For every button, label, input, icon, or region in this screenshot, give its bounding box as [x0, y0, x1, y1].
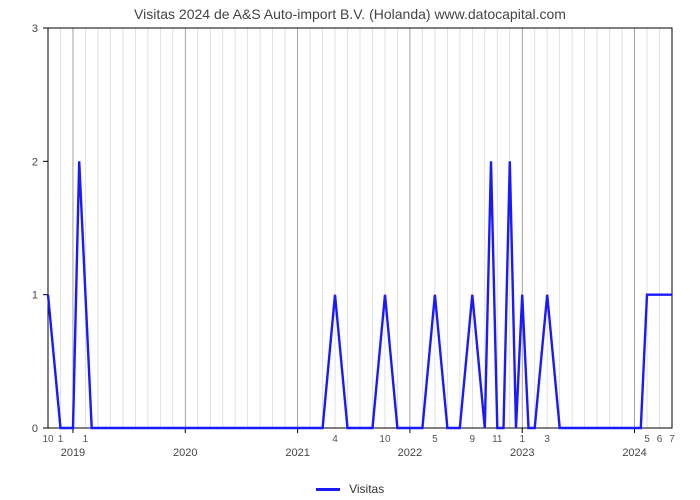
x-extra-label: 10 [42, 434, 54, 445]
x-extra-label: 9 [470, 434, 476, 445]
chart-legend: Visitas [0, 482, 700, 496]
x-extra-label: 4 [332, 434, 338, 445]
x-tick-label: 2021 [285, 447, 309, 459]
x-tick-label: 2020 [173, 447, 197, 459]
y-tick-label: 1 [32, 290, 38, 302]
x-tick-label: 2022 [398, 447, 422, 459]
x-extra-label: 11 [492, 434, 503, 445]
y-tick-label: 3 [32, 23, 38, 35]
x-extra-label: 7 [669, 434, 675, 445]
x-extra-label: 1 [519, 434, 525, 445]
legend-label: Visitas [349, 482, 384, 496]
x-extra-label: 5 [644, 434, 650, 445]
y-tick-label: 2 [32, 156, 38, 168]
x-tick-label: 2024 [622, 447, 646, 459]
y-tick-label: 0 [32, 423, 38, 435]
chart-container: Visitas 2024 de A&S Auto-import B.V. (Ho… [0, 0, 700, 500]
x-extra-label: 1 [58, 434, 64, 445]
x-extra-label: 6 [657, 434, 663, 445]
legend-swatch [316, 488, 340, 491]
x-extra-label: 5 [432, 434, 438, 445]
x-tick-label: 2019 [61, 447, 85, 459]
chart-plot: 0123201920202021202220232024101141059111… [0, 0, 700, 500]
x-tick-label: 2023 [510, 447, 534, 459]
x-extra-label: 10 [379, 434, 391, 445]
x-extra-label: 1 [83, 434, 89, 445]
x-extra-label: 3 [544, 434, 550, 445]
